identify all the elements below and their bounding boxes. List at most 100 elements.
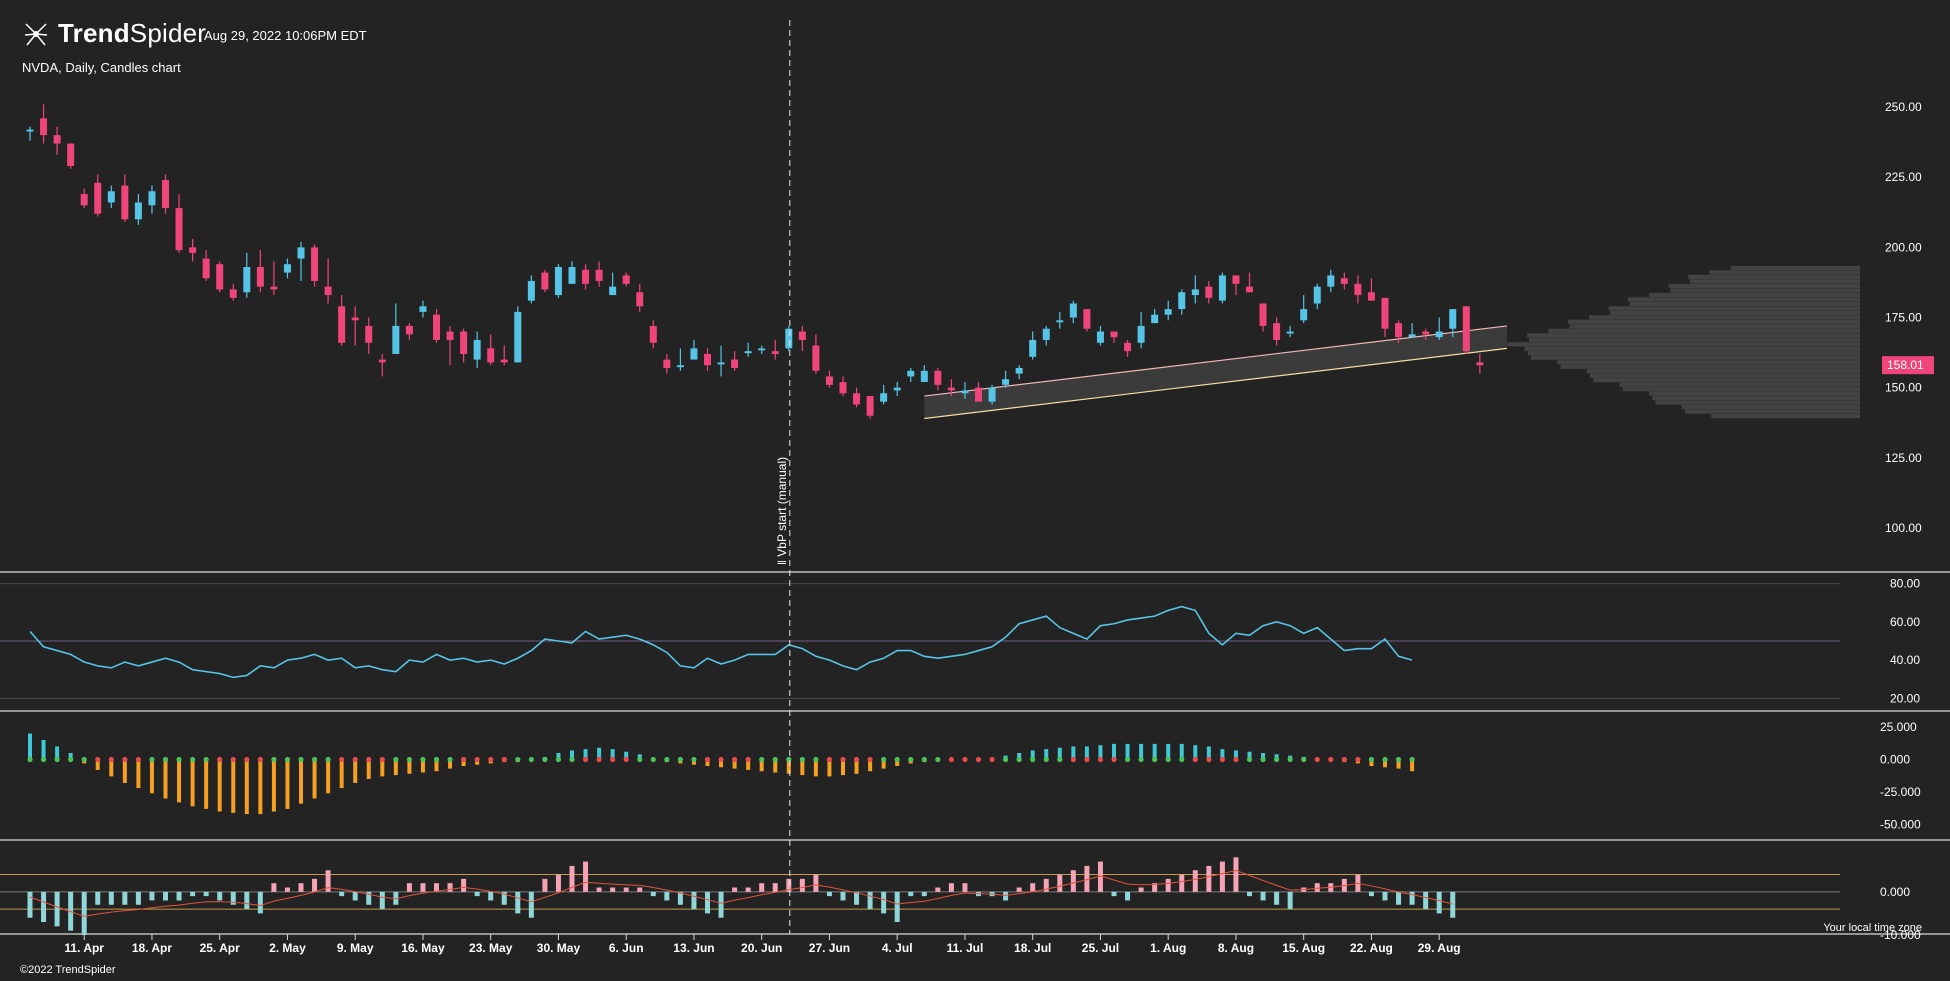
candle[interactable]: [107, 185, 115, 209]
candle[interactable]: [162, 174, 169, 214]
candle[interactable]: [880, 384, 888, 405]
candle[interactable]: [1042, 325, 1050, 346]
candle[interactable]: [1367, 278, 1375, 301]
candle[interactable]: [1476, 353, 1484, 374]
candle[interactable]: [1056, 311, 1064, 329]
candle[interactable]: [433, 309, 440, 343]
candle[interactable]: [731, 351, 739, 371]
candle[interactable]: [1124, 339, 1132, 357]
candle[interactable]: [378, 353, 386, 377]
candle[interactable]: [785, 325, 793, 352]
candle[interactable]: [663, 353, 671, 374]
candle[interactable]: [1069, 300, 1077, 324]
candle[interactable]: [1096, 325, 1104, 346]
candle[interactable]: [1381, 297, 1389, 338]
candle[interactable]: [582, 264, 590, 290]
candle[interactable]: [351, 306, 359, 346]
candle[interactable]: [798, 325, 806, 352]
candle[interactable]: [297, 241, 305, 282]
candle[interactable]: [1422, 328, 1430, 340]
candle[interactable]: [676, 348, 684, 371]
candle[interactable]: [595, 261, 603, 287]
candle[interactable]: [947, 379, 955, 397]
candle[interactable]: [216, 261, 224, 293]
candle[interactable]: [853, 387, 861, 408]
candle[interactable]: [1029, 331, 1037, 360]
candle[interactable]: [920, 365, 928, 383]
candle[interactable]: [405, 323, 413, 340]
candle[interactable]: [365, 317, 373, 354]
candle[interactable]: [148, 185, 156, 214]
candle[interactable]: [1246, 272, 1253, 293]
candle[interactable]: [907, 368, 915, 383]
candle[interactable]: [256, 250, 264, 293]
candle[interactable]: [134, 194, 142, 225]
candle[interactable]: [893, 382, 901, 397]
candle[interactable]: [189, 238, 197, 262]
candle[interactable]: [975, 382, 982, 402]
candle[interactable]: [1435, 317, 1443, 340]
candle[interactable]: [541, 269, 549, 293]
candle[interactable]: [500, 345, 508, 366]
candle[interactable]: [1340, 272, 1348, 290]
candle[interactable]: [1286, 325, 1294, 338]
candle[interactable]: [1449, 309, 1457, 338]
candle[interactable]: [1232, 275, 1240, 296]
candle[interactable]: [866, 396, 874, 419]
candle[interactable]: [446, 325, 454, 366]
candle[interactable]: [1395, 320, 1403, 343]
candle[interactable]: [311, 244, 319, 287]
candle[interactable]: [527, 275, 535, 304]
vbp-start-marker[interactable]: ‖ VbP start (manual): [775, 20, 791, 934]
candle[interactable]: [26, 126, 34, 141]
chart-symbol-line[interactable]: NVDA, Daily, Candles chart: [22, 60, 181, 75]
candle[interactable]: [80, 188, 88, 209]
candle[interactable]: [229, 283, 237, 301]
candle[interactable]: [988, 384, 996, 405]
candle[interactable]: [175, 194, 183, 253]
candle[interactable]: [1137, 311, 1145, 349]
candle[interactable]: [460, 328, 468, 363]
candle[interactable]: [53, 126, 61, 155]
candle[interactable]: [94, 174, 102, 217]
candle[interactable]: [1205, 281, 1213, 304]
candle[interactable]: [338, 295, 346, 346]
candle[interactable]: [1191, 275, 1199, 304]
candle[interactable]: [202, 250, 210, 282]
candle[interactable]: [392, 303, 400, 354]
candle[interactable]: [473, 331, 481, 368]
candle[interactable]: [1327, 269, 1335, 293]
candle[interactable]: [758, 345, 766, 354]
candle[interactable]: [40, 104, 48, 144]
candle[interactable]: [1164, 300, 1172, 321]
candle[interactable]: [1300, 295, 1308, 324]
candle[interactable]: [1259, 303, 1267, 332]
candle[interactable]: [121, 174, 129, 223]
candle[interactable]: [1462, 306, 1470, 354]
candle[interactable]: [1002, 370, 1010, 388]
candle[interactable]: [324, 258, 332, 304]
candle[interactable]: [622, 272, 630, 287]
candle[interactable]: [487, 334, 495, 366]
candle[interactable]: [1273, 317, 1281, 346]
candle[interactable]: [283, 258, 291, 279]
candle[interactable]: [1178, 289, 1186, 315]
candle[interactable]: [67, 143, 75, 169]
candle[interactable]: [1151, 309, 1159, 324]
candle[interactable]: [771, 339, 779, 360]
timezone-note[interactable]: Your local time zone: [1823, 922, 1922, 934]
candle[interactable]: [812, 334, 820, 374]
candle[interactable]: [1218, 272, 1226, 304]
candle[interactable]: [1083, 309, 1091, 332]
candle[interactable]: [514, 306, 522, 363]
candle[interactable]: [636, 283, 644, 312]
candle[interactable]: [744, 342, 752, 357]
candle[interactable]: [839, 376, 847, 397]
candle[interactable]: [270, 261, 278, 296]
candle[interactable]: [1313, 283, 1321, 310]
candle[interactable]: [704, 348, 711, 371]
candle[interactable]: [934, 368, 942, 391]
candle[interactable]: [243, 252, 251, 298]
candle[interactable]: [1408, 323, 1416, 338]
